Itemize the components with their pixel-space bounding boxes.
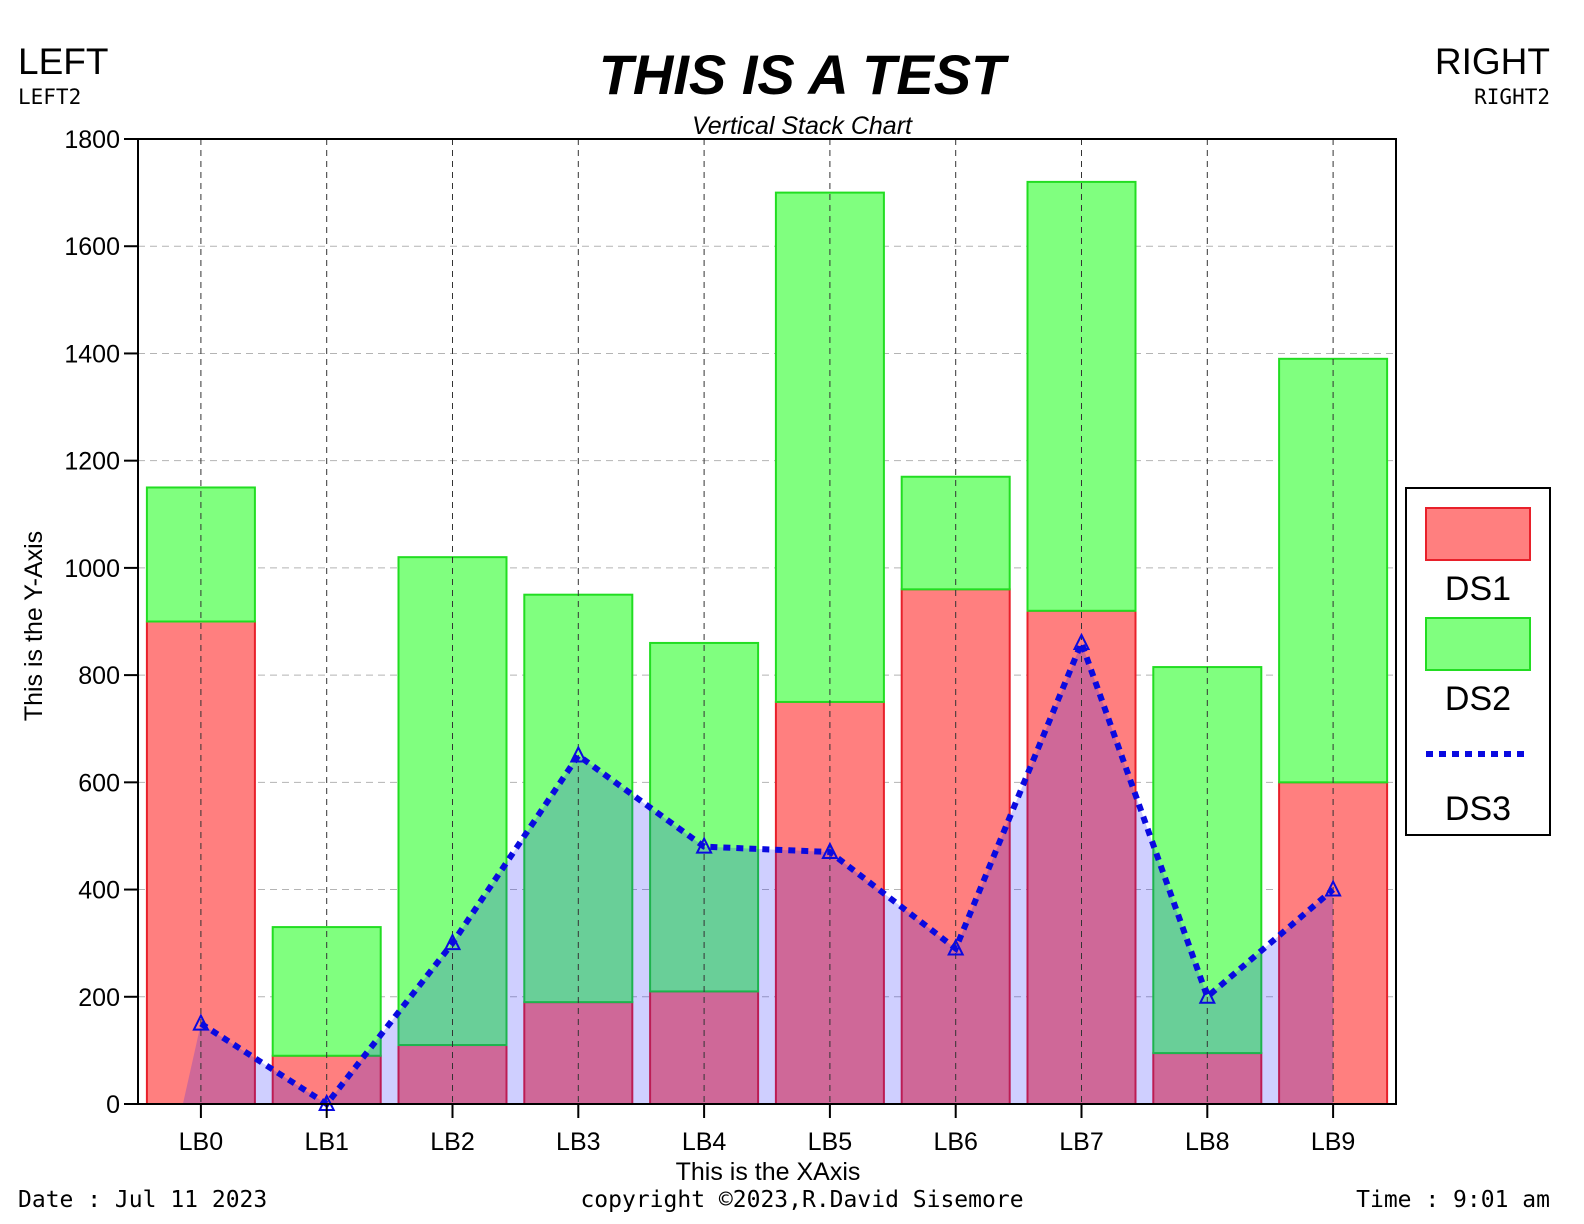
legend: DS1 DS2 DS3	[1405, 487, 1551, 836]
area-ds3	[182, 642, 1334, 1104]
y-tick-label: 1800	[64, 126, 120, 154]
y-tick-label: 200	[78, 984, 120, 1012]
legend-swatch-ds1	[1425, 507, 1531, 561]
legend-swatch-ds2	[1425, 617, 1531, 671]
chart-subtitle: Vertical Stack Chart	[692, 112, 913, 140]
marker-ds3-lb2	[443, 932, 462, 951]
marker-ds3-lb9	[1324, 879, 1342, 897]
plot-area: 0 200 400 600 800 1000 1200 1400 1600 1800 LB0 LB1 L…	[64, 126, 1397, 1156]
footer-time: Time : 9:01 am	[1356, 1187, 1550, 1213]
line-ds3	[199, 634, 1336, 1108]
legend-label-ds1: DS1	[1445, 570, 1511, 608]
y-axis-label: This is the Y-Axis	[20, 531, 48, 721]
marker-ds3-lb7	[1072, 632, 1091, 650]
x-axis-label: This is the XAxis	[676, 1158, 861, 1186]
y-tick-label: 400	[78, 877, 120, 905]
header-left: LEFT	[18, 41, 108, 82]
marker-ds3-lb5	[821, 841, 839, 860]
footer-date: Date : Jul 11 2023	[18, 1187, 267, 1213]
bar-ds2-lb0	[145, 486, 256, 623]
x-tick-label: LB8	[1185, 1128, 1229, 1156]
header-left2: LEFT2	[18, 85, 81, 109]
plot-frame	[137, 138, 1397, 1105]
header-right: RIGHT	[1435, 41, 1550, 82]
y-tick-label: 600	[78, 769, 120, 797]
y-tick-label: 1400	[64, 340, 120, 368]
marker-ds3-lb8	[1198, 986, 1216, 1004]
x-tick-label: LB2	[430, 1128, 474, 1156]
marker-ds3-lb0	[192, 1013, 210, 1031]
x-tick-label: LB7	[1059, 1128, 1103, 1156]
legend-label-ds3: DS3	[1445, 790, 1511, 828]
chart-title: THIS IS A TEST	[599, 43, 1010, 106]
x-tick-label: LB1	[304, 1128, 348, 1156]
y-tick-label: 1600	[64, 233, 120, 261]
y-tick-label: 1200	[64, 448, 120, 476]
marker-ds3-lb6	[947, 938, 965, 956]
x-tick-label: LB4	[682, 1128, 727, 1156]
marker-ds3-lb3	[569, 745, 587, 763]
x-tick-label: LB9	[1311, 1128, 1355, 1156]
legend-label-ds2: DS2	[1445, 680, 1511, 718]
x-tick-label: LB5	[808, 1128, 852, 1156]
x-tick-label: LB3	[556, 1128, 600, 1156]
y-tick-label: 800	[78, 662, 120, 690]
footer-copyright: copyright ©2023,R.David Sisemore	[580, 1187, 1023, 1213]
x-tick-label: LB0	[179, 1128, 223, 1156]
y-tick-label: 1000	[64, 555, 120, 583]
x-tick-label: LB6	[933, 1128, 977, 1156]
y-tick-label: 0	[106, 1091, 120, 1119]
marker-ds3-lb4	[695, 836, 713, 854]
header-right2: RIGHT2	[1474, 85, 1550, 109]
